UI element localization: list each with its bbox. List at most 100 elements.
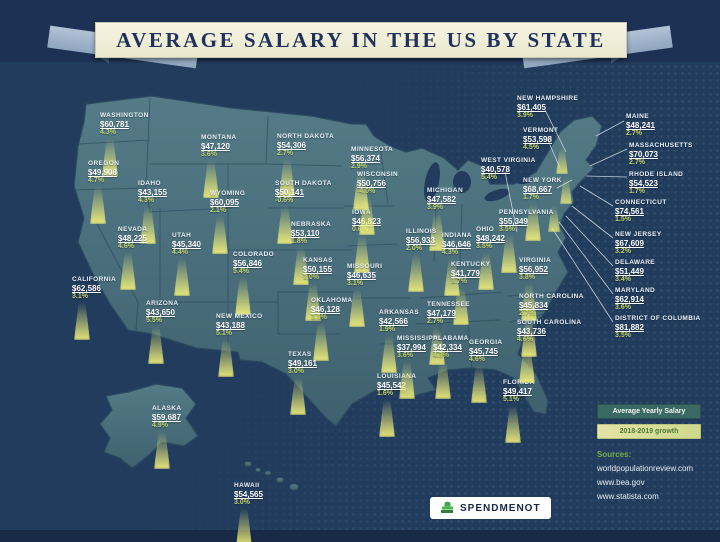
state-mississippi: MISSISSIPPI $37,994 3.6% [397, 335, 440, 399]
state-salary: $54,565 [234, 489, 263, 499]
state-growth: 3.0% [311, 314, 327, 322]
state-south-dakota: SOUTH DAKOTA $50,141 -0.6% [275, 180, 332, 244]
state-growth: 1.9% [379, 326, 395, 334]
state-glow-decoration [90, 186, 106, 224]
state-name: NEVADA [118, 226, 148, 233]
state-name: MICHIGAN [427, 187, 464, 194]
state-growth: 4.6% [469, 356, 485, 364]
state-new-york: NEW YORK $68,667 1.7% [523, 177, 562, 241]
state-salary: $47,120 [201, 141, 230, 151]
state-glow-decoration [399, 361, 415, 399]
state-name: NEW YORK [523, 177, 562, 184]
state-salary: $49,417 [503, 386, 532, 396]
state-glow-decoration [379, 399, 395, 437]
state-growth: 2.1% [210, 207, 226, 215]
state-texas: TEXAS $49,161 3.0% [288, 351, 317, 415]
state-growth: 3.7% [451, 278, 467, 286]
state-missouri: MISSOURI $46,635 3.1% [347, 263, 383, 327]
state-name: DISTRICT OF COLUMBIA [615, 315, 701, 322]
page-title: AVERAGE SALARY IN THE US BY STATE [116, 27, 606, 52]
callout-lines [504, 109, 628, 323]
great-lakes [423, 162, 533, 202]
source-link: www.statista.com [597, 492, 659, 501]
state-growth: 2.7% [626, 130, 642, 138]
state-maine: MAINE $48,241 2.7% [626, 113, 655, 139]
state-salary: $56,933 [406, 235, 435, 245]
spendmenot-logo: SPENDMENOT [430, 497, 551, 519]
legend-growth-chip: 2018-2019 growth [597, 424, 701, 439]
state-name: GEORGIA [469, 339, 503, 346]
state-glow-decoration [501, 235, 517, 273]
state-salary: $62,586 [72, 283, 101, 293]
state-growth: 4.3% [138, 197, 154, 205]
state-montana: MONTANA $47,120 3.6% [201, 134, 237, 198]
state-glow-decoration [429, 213, 445, 251]
state-salary: $49,908 [88, 167, 117, 177]
state-name: ARIZONA [146, 300, 179, 307]
state-michigan: MICHIGAN $47,582 3.9% [427, 187, 464, 251]
state-glow-decoration [359, 197, 375, 235]
state-glow-decoration [478, 252, 494, 290]
state-glow-decoration [519, 345, 535, 383]
source-link: worldpopulationreview.com [597, 464, 694, 473]
state-growth: 3.5% [615, 332, 631, 340]
state-growth: -4.0% [357, 188, 376, 196]
state-salary: $45,340 [172, 239, 201, 249]
state-washington: WASHINGTON $60,781 4.3% [100, 112, 149, 176]
state-growth: 3.8% [519, 274, 535, 282]
state-salary: $49,161 [288, 358, 317, 368]
state-growth: 4.3% [442, 249, 458, 257]
state-salary: $43,650 [146, 307, 175, 317]
state-louisiana: LOUISIANA $45,542 1.6% [377, 373, 416, 437]
state-ohio: OHIO $48,242 3.5% [476, 226, 505, 290]
state-utah: UTAH $45,340 4.4% [172, 232, 201, 296]
state-name: UTAH [172, 232, 192, 239]
state-glow-decoration [444, 258, 460, 296]
state-salary: $48,242 [476, 233, 505, 243]
state-growth: 3.4% [615, 276, 631, 284]
state-wyoming: WYOMING $60,095 2.1% [210, 190, 245, 254]
state-glow-decoration [293, 247, 309, 285]
state-growth: 3.2% [615, 248, 631, 256]
state-glow-decoration [521, 283, 537, 321]
state-growth: 2.0% [406, 245, 422, 253]
state-salary: $42,566 [379, 316, 408, 326]
state-growth: 4.9% [152, 422, 168, 430]
state-virginia: VIRGINIA $56,952 3.8% [519, 257, 551, 321]
state-name: IOWA [352, 209, 371, 216]
state-california: CALIFORNIA $62,586 3.1% [72, 276, 116, 340]
state-salary: $74,561 [615, 206, 644, 216]
state-name: ALABAMA [433, 335, 469, 342]
title-banner: AVERAGE SALARY IN THE US BY STATE [95, 22, 627, 58]
state-rhode-island: RHODE ISLAND $54,523 1.7% [629, 171, 683, 197]
state-glow-decoration [279, 159, 295, 197]
state-glow-decoration [305, 283, 321, 321]
state-salary: $43,155 [138, 187, 167, 197]
state-name: ILLINOIS [406, 228, 437, 235]
state-growth: 3.1% [72, 293, 88, 301]
state-wisconsin: WISCONSIN $50,756 -4.0% [357, 171, 398, 235]
state-name: NEW HAMPSHIRE [517, 95, 579, 102]
coast-glow-decoration [556, 148, 568, 174]
state-idaho: IDAHO $43,155 4.3% [138, 180, 167, 244]
state-name: KENTUCKY [451, 261, 491, 268]
state-glow-decoration [174, 258, 190, 296]
state-growth: 3.9% [517, 112, 533, 120]
state-name: COLORADO [233, 251, 275, 258]
state-name: MASSACHUSETTS [629, 142, 693, 149]
state-salary: $50,155 [303, 264, 332, 274]
state-colorado: COLORADO $56,846 5.4% [233, 251, 275, 315]
state-nevada: NEVADA $48,225 4.6% [118, 226, 148, 290]
state-glow-decoration [277, 206, 293, 244]
state-glow-decoration [140, 206, 156, 244]
legend: Average Yearly Salary 2018-2019 growth [597, 404, 701, 444]
state-salary: $53,598 [523, 134, 552, 144]
state-salary: $46,128 [311, 304, 340, 314]
state-name: MISSOURI [347, 263, 383, 270]
state-salary: $43,188 [216, 320, 245, 330]
state-massachusetts: MASSACHUSETTS $70,073 2.7% [629, 142, 693, 168]
state-name: MARYLAND [615, 287, 656, 294]
state-growth: 3.6% [397, 352, 413, 360]
